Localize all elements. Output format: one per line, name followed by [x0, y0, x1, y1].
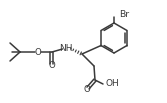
- Text: O: O: [35, 47, 41, 57]
- Text: O: O: [84, 85, 90, 94]
- Text: NH: NH: [59, 43, 73, 53]
- Text: Br: Br: [119, 9, 129, 19]
- Text: O: O: [49, 61, 55, 70]
- Text: OH: OH: [106, 80, 120, 88]
